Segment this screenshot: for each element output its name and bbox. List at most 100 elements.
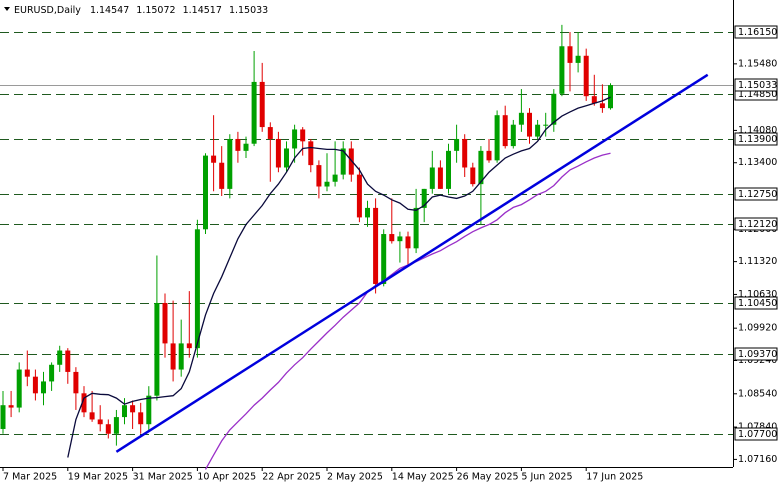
level-label: 1.12120 [738,219,777,230]
candle-body [275,138,281,168]
candle-body [348,148,354,175]
candle-body [122,405,127,418]
candle-body [41,381,46,394]
candle-body [243,143,249,151]
candle-body [219,162,225,189]
candle-body [518,112,524,125]
level-label: 1.09370 [738,349,777,360]
candle-body [113,417,119,434]
level-box [734,347,778,361]
y-tick-label: 1.13400 [738,157,777,168]
level-box [734,217,778,231]
y-tick-label: 1.09240 [738,355,777,366]
x-tick-label: 17 Jun 2025 [586,472,643,483]
candle-body [535,124,541,137]
candle-body [0,405,6,429]
candle-body [567,46,573,63]
candle-body [146,395,152,425]
candle-body [365,207,370,218]
y-tick-label: 1.11320 [738,256,777,267]
menu-arrow[interactable] [4,7,10,11]
x-tick-label: 7 Mar 2025 [3,472,57,483]
x-tick-label: 5 Jun 2025 [521,472,572,483]
candle-body [154,302,160,396]
candle-body [203,155,208,230]
candle-body [324,181,330,187]
candle-body [308,141,314,166]
candle-body [162,302,168,344]
candle-body [413,207,419,249]
candle-body [502,115,508,147]
y-tick-label: 1.14080 [738,125,777,136]
low-value: 1.14517 [183,5,222,16]
candle-body [227,138,233,189]
candle-body [527,112,532,137]
candle-body [340,148,346,175]
candle-body [510,124,516,147]
candle-body [65,350,71,372]
current-price-box [734,78,778,92]
x-tick-label: 2 May 2025 [327,472,383,483]
candle-body [421,188,427,208]
current-price-label: 1.15033 [738,80,777,91]
candle-body [49,364,55,382]
candle-body [608,85,613,109]
candle-body [486,150,492,161]
level-label: 1.12750 [738,189,777,200]
candle-body [8,405,14,408]
candle-body [235,138,241,151]
candle-body [73,371,79,394]
candle-body [437,167,443,189]
candle-body [138,412,144,425]
candle-body [105,424,111,434]
candle-body [292,129,298,149]
candle-body [551,93,557,125]
candle-body [284,148,289,168]
level-label: 1.13900 [738,134,777,145]
candle-body [446,150,451,189]
level-box [734,132,778,146]
moving-average [67,96,611,458]
close-value: 1.15033 [229,5,268,16]
candle-body [494,115,500,161]
candle-body [81,393,87,413]
candle-body [57,350,63,365]
candle-body [178,343,184,370]
candle-body [89,412,95,420]
x-tick-label: 10 Apr 2025 [197,472,256,483]
level-box [734,187,778,201]
y-tick-label: 1.07160 [738,454,777,465]
candle-body [599,103,605,109]
level-box [734,25,778,39]
candle-body [356,174,362,218]
x-tick-label: 14 May 2025 [392,472,454,483]
y-tick-label: 1.10630 [738,289,777,300]
candle-body [470,167,476,185]
x-tick-label: 31 Mar 2025 [133,472,193,483]
candle-body [97,419,103,425]
candle-body [543,124,549,126]
candle-body [381,234,387,284]
y-tick-label: 1.07840 [738,422,777,433]
x-tick-label: 19 Mar 2025 [68,472,128,483]
trendline [115,73,709,453]
candle-body [194,229,200,349]
level-box [734,296,778,310]
candle-body [373,207,379,284]
candle-body [170,343,176,370]
candle-body [24,369,30,377]
symbol: EURUSD,Daily [14,5,81,16]
candle-body [16,369,22,408]
candle-body [591,96,597,104]
y-tick-label: 1.08540 [738,388,777,399]
candle-body [211,155,217,163]
candle-body [130,405,136,413]
candle-body [332,174,338,182]
y-tick-label: 1.15480 [738,58,777,69]
candle-body [478,150,484,185]
open-value: 1.14547 [90,5,129,16]
candle-body [316,165,322,187]
high-value: 1.15072 [136,5,175,16]
